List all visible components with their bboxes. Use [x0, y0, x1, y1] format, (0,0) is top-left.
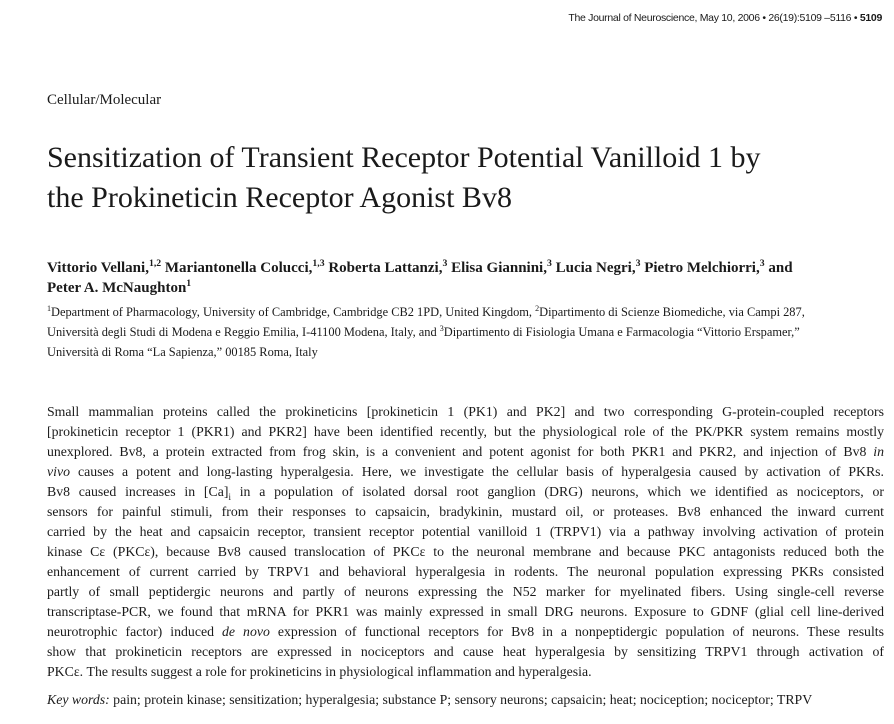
text-run: de novo: [222, 624, 270, 639]
text-line: Peter A. McNaughton1: [47, 278, 793, 298]
text-run: Vittorio Vellani,: [47, 260, 149, 276]
text-run: Dipartimento di Scienze Biomediche, via …: [539, 305, 805, 319]
text-line: carried by the heat and capsaicin recept…: [47, 522, 884, 542]
text-run: PKCε. The results suggest a role for pro…: [47, 664, 592, 679]
text-run: 3: [759, 258, 765, 269]
text-run: 1: [186, 278, 192, 289]
text-run: kinase Cε (PKCε), because Bv8 caused tra…: [47, 544, 884, 559]
text-run: and: [764, 260, 793, 276]
text-line: Bv8 caused increases in [Ca]i in a popul…: [47, 482, 884, 502]
text-run: in a population of isolated dorsal root …: [230, 484, 885, 499]
text-line: vivo causes a potent and long-lasting hy…: [47, 462, 884, 482]
text-line: Università di Roma “La Sapienza,” 00185 …: [47, 342, 805, 362]
section-label: Cellular/Molecular: [47, 92, 162, 108]
text-run: enhancement of current carried by TRPV1 …: [47, 564, 884, 579]
text-line: partly of small peptidergic neurons and …: [47, 582, 884, 602]
text-run: [prokineticin receptor 1 (PKR1) and PKR2…: [47, 424, 884, 439]
text-run: Dipartimento di Fisiologia Umana e Farma…: [443, 325, 800, 339]
text-run: 1: [47, 303, 52, 313]
text-run: expression of functional receptors for B…: [269, 624, 884, 639]
journal-header: The Journal of Neuroscience, May 10, 200…: [568, 12, 882, 24]
text-run: 5109: [859, 12, 882, 24]
text-run: unexplored. Bv8, a protein extracted fro…: [47, 444, 874, 459]
text-line: kinase Cε (PKCε), because Bv8 caused tra…: [47, 542, 884, 562]
text-line: show that prokineticin receptors are exp…: [47, 642, 884, 662]
text-run: Bv8 caused increases in [Ca]: [47, 484, 229, 499]
text-line: Università degli Studi di Modena e Reggi…: [47, 322, 805, 342]
text-run: Università degli Studi di Modena e Reggi…: [47, 325, 440, 339]
text-line: 1Department of Pharmacology, University …: [47, 302, 805, 322]
text-run: Lucia Negri,: [551, 260, 636, 276]
text-run: i: [228, 491, 231, 502]
affiliations: 1Department of Pharmacology, University …: [47, 302, 805, 362]
text-run: carried by the heat and capsaicin recept…: [47, 524, 884, 539]
text-run: Elisa Giannini,: [447, 260, 547, 276]
text-run: 3: [442, 258, 448, 269]
key-words: Key words: pain; protein kinase; sensiti…: [47, 690, 884, 710]
text-run: vivo: [47, 464, 70, 479]
text-run: Peter A. McNaughton: [47, 280, 187, 296]
text-run: 3: [546, 258, 552, 269]
text-line: Small mammalian proteins called the prok…: [47, 402, 884, 422]
text-line: PKCε. The results suggest a role for pro…: [47, 662, 884, 682]
text-run: 2: [535, 303, 540, 313]
text-run: Roberta Lattanzi,: [324, 260, 443, 276]
text-run: in: [873, 444, 884, 459]
abstract: Small mammalian proteins called the prok…: [47, 402, 884, 682]
text-run: causes a potent and long-lasting hyperal…: [69, 464, 884, 479]
authors: Vittorio Vellani,1,2 Mariantonella Coluc…: [47, 258, 793, 298]
text-line: Sensitization of Transient Receptor Pote…: [47, 138, 761, 178]
text-run: 1,2: [148, 258, 162, 269]
text-run: Sensitization of Transient Receptor Pote…: [47, 141, 761, 174]
text-run: The Journal of Neuroscience, May 10, 200…: [568, 12, 860, 24]
text-run: 3: [439, 323, 444, 333]
text-line: unexplored. Bv8, a protein extracted fro…: [47, 442, 884, 462]
text-run: 1,3: [312, 258, 325, 269]
text-run: partly of small peptidergic neurons and …: [47, 584, 884, 599]
text-line: [prokineticin receptor 1 (PKR1) and PKR2…: [47, 422, 884, 442]
article-title: Sensitization of Transient Receptor Pote…: [47, 138, 761, 218]
text-run: Key words:: [47, 692, 110, 707]
text-line: neurotrophic factor) induced de novo exp…: [47, 622, 884, 642]
text-run: Pietro Melchiorri,: [640, 260, 760, 276]
text-run: transcriptase-PCR, we found that mRNA fo…: [47, 604, 884, 619]
text-line: the Prokineticin Receptor Agonist Bv8: [47, 178, 761, 218]
text-run: 3: [635, 258, 641, 269]
text-run: the Prokineticin Receptor Agonist Bv8: [47, 181, 512, 214]
text-run: show that prokineticin receptors are exp…: [47, 644, 884, 659]
text-run: Department of Pharmacology, University o…: [51, 305, 536, 319]
text-run: Mariantonella Colucci,: [161, 260, 313, 276]
text-line: transcriptase-PCR, we found that mRNA fo…: [47, 602, 884, 622]
text-run: Small mammalian proteins called the prok…: [47, 404, 884, 419]
text-line: Vittorio Vellani,1,2 Mariantonella Coluc…: [47, 258, 793, 278]
text-line: sensors for painful stimuli, from their …: [47, 502, 884, 522]
text-run: sensors for painful stimuli, from their …: [47, 504, 884, 519]
text-run: pain; protein kinase; sensitization; hyp…: [109, 692, 813, 707]
text-run: Università di Roma “La Sapienza,” 00185 …: [47, 345, 318, 359]
text-line: enhancement of current carried by TRPV1 …: [47, 562, 884, 582]
text-run: neurotrophic factor) induced: [47, 624, 222, 639]
